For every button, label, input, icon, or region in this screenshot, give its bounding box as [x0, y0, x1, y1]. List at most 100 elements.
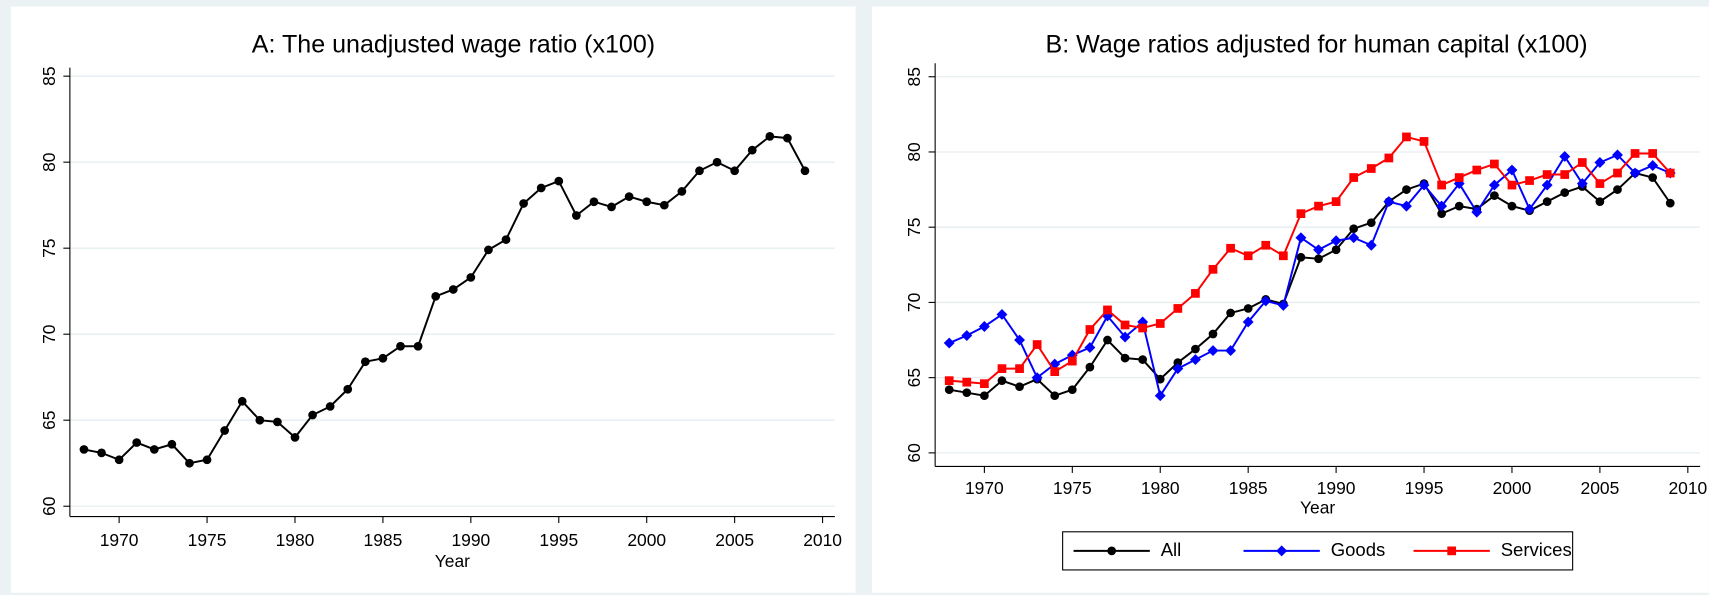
marker — [325, 402, 335, 411]
marker — [1454, 173, 1464, 182]
marker — [1490, 159, 1499, 169]
x-tick-label: 1995 — [539, 530, 578, 550]
marker — [1107, 546, 1117, 556]
marker — [1014, 334, 1026, 346]
x-tick-label: 2000 — [1493, 478, 1532, 498]
marker — [1261, 240, 1271, 250]
marker — [1365, 239, 1377, 251]
marker — [1613, 168, 1622, 178]
marker — [484, 245, 493, 255]
x-tick-label: 1970 — [965, 478, 1004, 498]
marker — [1595, 179, 1605, 188]
marker — [997, 376, 1007, 386]
marker — [202, 455, 212, 465]
marker — [1437, 209, 1446, 219]
marker — [1226, 308, 1235, 318]
marker — [1155, 374, 1165, 384]
marker — [1296, 209, 1306, 219]
marker — [1525, 176, 1534, 185]
y-tick-label: 85 — [904, 67, 924, 86]
marker — [1138, 355, 1148, 364]
marker — [1296, 252, 1306, 262]
marker — [624, 192, 634, 201]
marker — [237, 396, 247, 406]
legend-label: Goods — [1331, 539, 1386, 560]
marker — [1437, 180, 1446, 190]
marker — [1120, 320, 1130, 330]
marker — [1173, 358, 1183, 367]
x-axis-label: Year — [1300, 498, 1335, 518]
marker — [1560, 170, 1570, 179]
marker — [1084, 342, 1096, 354]
marker — [1648, 149, 1658, 158]
marker — [149, 445, 159, 454]
marker — [1085, 325, 1095, 334]
marker — [1366, 164, 1376, 173]
marker — [1559, 151, 1571, 162]
marker — [747, 145, 757, 155]
marker — [114, 455, 124, 465]
marker — [1349, 173, 1359, 182]
marker — [1277, 299, 1289, 311]
marker — [607, 202, 616, 212]
marker — [79, 445, 89, 454]
marker — [1050, 367, 1060, 376]
marker — [1349, 224, 1359, 234]
marker — [1278, 251, 1288, 261]
marker — [1138, 323, 1148, 333]
marker — [1613, 185, 1622, 194]
marker — [1119, 331, 1131, 343]
marker — [378, 353, 388, 363]
x-tick-label: 1990 — [451, 530, 490, 550]
y-tick-label: 60 — [39, 496, 59, 516]
legend-label: Services — [1501, 539, 1572, 560]
marker — [1242, 316, 1254, 328]
marker — [1225, 345, 1237, 357]
marker — [642, 197, 652, 207]
marker — [1331, 197, 1341, 206]
marker — [1260, 295, 1272, 307]
marker — [765, 132, 775, 141]
marker — [1630, 149, 1640, 158]
marker — [1191, 344, 1200, 354]
marker — [97, 448, 106, 458]
marker — [1629, 167, 1641, 179]
marker — [1208, 264, 1218, 274]
marker — [1049, 358, 1061, 370]
marker — [554, 176, 564, 186]
marker — [1471, 206, 1483, 218]
marker — [1067, 356, 1077, 366]
marker — [1313, 244, 1324, 256]
marker — [730, 166, 740, 176]
marker — [1402, 132, 1411, 142]
marker — [1331, 245, 1341, 255]
marker — [800, 166, 810, 176]
marker — [944, 376, 954, 386]
marker — [519, 199, 528, 208]
marker — [1330, 235, 1342, 247]
y-tick-label: 80 — [39, 152, 59, 172]
marker — [185, 458, 194, 468]
marker — [448, 285, 458, 294]
chart-title: A: The unadjusted wage ratio (x100) — [252, 30, 655, 58]
marker — [1541, 179, 1553, 191]
x-tick-label: 1980 — [1141, 478, 1180, 498]
marker — [980, 391, 989, 401]
y-tick-label: 70 — [39, 324, 59, 344]
marker — [1454, 201, 1464, 211]
marker — [1366, 218, 1376, 228]
x-tick-label: 2010 — [803, 530, 842, 550]
marker — [659, 200, 669, 210]
marker — [783, 133, 792, 143]
marker — [396, 341, 405, 351]
marker — [308, 410, 317, 420]
marker — [944, 385, 954, 395]
marker — [220, 426, 230, 435]
x-tick-label: 1975 — [188, 530, 227, 550]
marker — [1524, 203, 1536, 215]
marker — [978, 321, 990, 332]
legend-label: All — [1161, 539, 1182, 560]
marker — [1490, 191, 1499, 200]
x-tick-label: 1975 — [1053, 478, 1092, 498]
